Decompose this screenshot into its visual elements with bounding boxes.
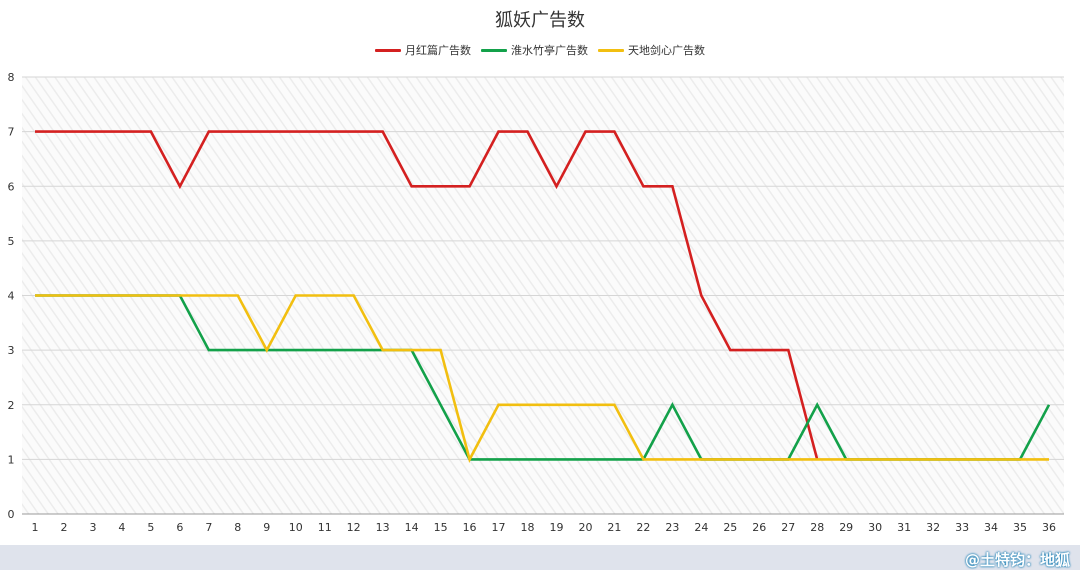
legend-label-series-2: 淮水竹亭广告数: [511, 44, 588, 57]
y-tick-label: 2: [8, 399, 15, 412]
series-line-3[interactable]: [35, 294, 1049, 463]
x-tick-label: 18: [521, 521, 535, 534]
x-tick-label: 19: [549, 521, 563, 534]
series-line-1[interactable]: [35, 130, 819, 460]
x-tick-label: 23: [665, 521, 679, 534]
y-tick-label: 1: [8, 453, 15, 466]
x-tick-label: 28: [810, 521, 824, 534]
x-tick-label: 17: [492, 521, 506, 534]
x-tick-label: 25: [723, 521, 737, 534]
x-tick-label: 2: [60, 521, 67, 534]
y-tick-label: 8: [8, 71, 15, 84]
y-tick-label: 3: [8, 344, 15, 357]
legend-item-series-2[interactable]: 淮水竹亭广告数: [481, 42, 588, 58]
x-tick-label: 3: [89, 521, 96, 534]
y-tick-label: 6: [8, 180, 15, 193]
x-tick-label: 26: [752, 521, 766, 534]
y-tick-label: 7: [8, 126, 15, 139]
x-tick-label: 8: [234, 521, 241, 534]
x-tick-label: 34: [984, 521, 998, 534]
x-tick-label: 9: [263, 521, 270, 534]
x-tick-label: 20: [578, 521, 592, 534]
legend-swatch-series-2: [481, 48, 507, 52]
x-tick-label: 31: [897, 521, 911, 534]
watermark: @土特钧：地狐: [964, 551, 1070, 569]
x-tick-label: 15: [434, 521, 448, 534]
x-tick-label: 24: [694, 521, 708, 534]
x-tick-label: 32: [926, 521, 940, 534]
x-tick-label: 29: [839, 521, 853, 534]
y-axis: 0 1 2 3 4 5 6 7 8: [8, 71, 15, 521]
x-tick-label: 33: [955, 521, 969, 534]
legend-item-series-3[interactable]: 天地剑心广告数: [598, 42, 705, 58]
x-tick-label: 12: [347, 521, 361, 534]
y-tick-label: 0: [8, 508, 15, 521]
x-tick-label: 1: [32, 521, 39, 534]
series-lines: [35, 130, 1051, 463]
legend-item-series-1[interactable]: 月红篇广告数: [375, 42, 471, 58]
legend-label-series-3: 天地剑心广告数: [628, 44, 705, 57]
y-tick-label: 4: [8, 290, 15, 303]
x-tick-label: 6: [176, 521, 183, 534]
x-tick-label: 11: [318, 521, 332, 534]
x-tick-label: 7: [205, 521, 212, 534]
x-tick-label: 27: [781, 521, 795, 534]
legend-label-series-1: 月红篇广告数: [405, 44, 471, 57]
x-tick-label: 35: [1013, 521, 1027, 534]
x-tick-label: 10: [289, 521, 303, 534]
x-tick-label: 5: [147, 521, 154, 534]
x-tick-label: 22: [636, 521, 650, 534]
x-axis: 1 2 3 4 5 6 7 8 9 10 11 12 13 14 15 16 17 18 19 20 21 22 23 24 2…: [22, 513, 1064, 534]
legend-swatch-series-1: [375, 48, 401, 52]
x-tick-label: 14: [405, 521, 419, 534]
x-tick-label: 16: [463, 521, 477, 534]
x-tick-label: 30: [868, 521, 882, 534]
legend-swatch-series-3: [598, 48, 624, 52]
bottom-bar: [0, 545, 1080, 570]
chart-title: 狐妖广告数: [495, 10, 585, 31]
y-tick-label: 5: [8, 235, 15, 248]
legend[interactable]: 月红篇广告数 淮水竹亭广告数 天地剑心广告数: [0, 42, 1080, 58]
x-tick-label: 21: [607, 521, 621, 534]
x-tick-label: 36: [1042, 521, 1056, 534]
x-tick-label: 4: [118, 521, 125, 534]
x-tick-label: 13: [376, 521, 390, 534]
